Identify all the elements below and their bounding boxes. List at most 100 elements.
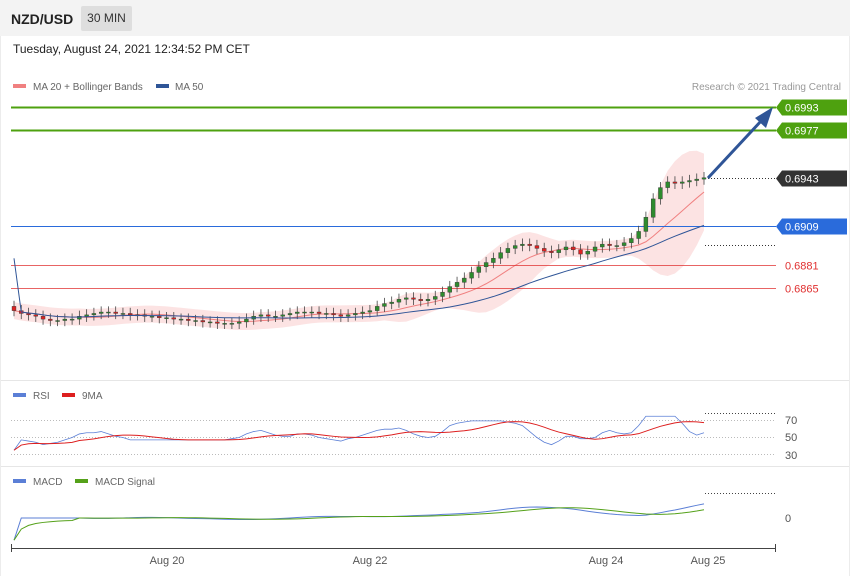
candle-body [33, 314, 38, 317]
candle-body [578, 249, 583, 255]
level-0-6943-label: 0.6943 [785, 174, 819, 186]
macd-signal-legend-label: MACD Signal [95, 477, 155, 488]
ma50-legend-swatch [156, 84, 169, 88]
candle-body [215, 321, 220, 324]
candle-body [440, 292, 445, 297]
candle-body [447, 286, 452, 293]
candle-body [77, 316, 82, 320]
projection-arrow [706, 107, 773, 180]
candle-body [542, 248, 547, 252]
timeframe-badge[interactable]: 30 MIN [81, 6, 132, 31]
x-label-aug22: Aug 22 [353, 555, 388, 567]
projection-arrow-head [755, 107, 773, 128]
chart-header: NZD/USD 30 MIN [0, 0, 850, 36]
candle-body [389, 301, 394, 304]
candle-body [607, 243, 612, 246]
candle-body [26, 313, 31, 316]
macd-panel: 0 [13, 493, 791, 541]
candle-body [200, 320, 206, 323]
candle-body [48, 318, 53, 321]
candle-body [295, 311, 300, 314]
candle-body [302, 311, 307, 314]
ma50-line [13, 224, 705, 319]
level-0-6881-label: 0.6881 [785, 261, 819, 273]
candle-body [665, 181, 670, 188]
candle-body [592, 246, 598, 252]
macd-legend-swatch [13, 479, 26, 483]
candle-body [614, 245, 620, 247]
candle-body [55, 320, 60, 322]
candle-body [222, 323, 227, 325]
candle-body [11, 306, 17, 311]
candle-body [106, 311, 111, 314]
candle-body [207, 321, 213, 324]
rsi-ma-legend-label: 9MA [82, 391, 103, 402]
x-axis: Aug 20 Aug 22 Aug 24 Aug 25 [11, 544, 776, 567]
rsi-line [13, 415, 705, 451]
candle-body [534, 245, 540, 249]
candle-body [643, 217, 649, 232]
bollinger-legend-label: MA 20 + Bollinger Bands [33, 82, 143, 93]
candle-body [636, 231, 641, 239]
candle-body [331, 313, 336, 316]
candle-body [425, 299, 431, 301]
candle-body [556, 249, 561, 253]
candle-body [236, 321, 242, 324]
candle-body [258, 314, 264, 317]
candle-body [367, 310, 373, 313]
level-0-6909-badge [776, 218, 847, 235]
candle-body [266, 314, 271, 317]
bollinger-band-fill [14, 150, 704, 330]
candle-body [527, 243, 532, 246]
macd-signal-legend-swatch [75, 479, 88, 483]
candle-body [353, 313, 358, 316]
candle-body [374, 306, 380, 311]
candle-body [571, 246, 576, 251]
candle-body [476, 266, 482, 273]
credit-label: Research © 2021 Trading Central [692, 82, 841, 93]
level-0-6865-label: 0.6865 [785, 284, 819, 296]
candle-body [585, 251, 590, 255]
rsi-tick-30: 30 [785, 450, 797, 462]
candle-body [454, 282, 460, 287]
candle-body [498, 252, 503, 259]
candle-body [563, 246, 569, 251]
ma50-legend-label: MA 50 [175, 82, 204, 93]
candle-body [229, 323, 235, 325]
rsi-panel: 70 50 30 [11, 413, 797, 462]
candle-body [404, 297, 409, 300]
rsi-ma-legend-swatch [62, 393, 75, 397]
candle-body [520, 243, 525, 246]
candle-body [128, 313, 133, 316]
candle-body [629, 238, 634, 243]
rsi-tick-70: 70 [785, 415, 797, 427]
candle-body [186, 318, 191, 321]
candle-body [360, 311, 365, 314]
symbol-label: NZD/USD [11, 11, 74, 27]
bollinger-legend-swatch [13, 84, 26, 88]
candle-body [396, 299, 402, 303]
candle-body [113, 311, 118, 314]
candle-body [672, 181, 678, 184]
level-0-6993-badge [776, 99, 847, 116]
x-label-aug24: Aug 24 [589, 555, 624, 567]
moving-averages [13, 224, 705, 319]
candle-body [411, 297, 416, 300]
candle-body [324, 313, 329, 315]
price-levels: 0.6993 0.6977 0.6943 0.6909 0.6881 0.6865 [11, 99, 847, 296]
macd-tick-0: 0 [785, 513, 791, 525]
x-label-aug25: Aug 25 [691, 555, 726, 567]
candle-body [338, 314, 344, 317]
candle-body [280, 314, 285, 317]
candle-body [701, 177, 707, 180]
candle-body [178, 318, 184, 321]
candle-body [483, 262, 489, 267]
macd-legend: MACD MACD Signal [13, 477, 155, 488]
candle-body [345, 314, 351, 317]
candle-body [149, 316, 155, 318]
candle-body [600, 243, 605, 248]
level-0-6943-badge [776, 170, 847, 187]
candle-body [40, 316, 46, 320]
candle-body [287, 313, 293, 316]
